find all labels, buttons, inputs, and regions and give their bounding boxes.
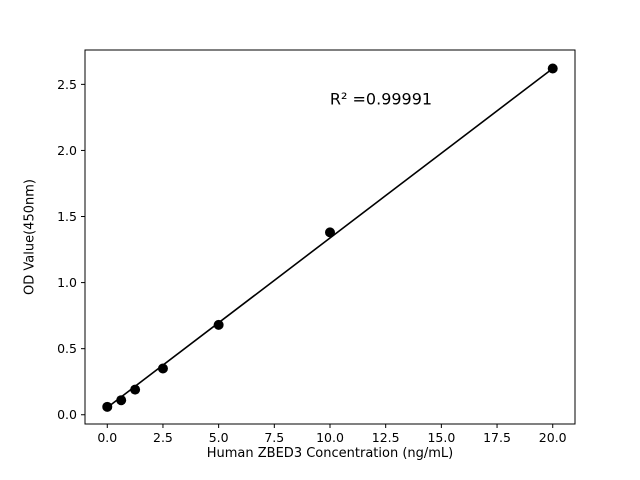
data-point xyxy=(116,395,127,406)
data-point xyxy=(130,384,141,395)
x-tick-label: 5.0 xyxy=(209,430,229,445)
data-point xyxy=(325,227,335,238)
y-tick-label: 1.5 xyxy=(57,209,77,224)
y-tick-label: 0.5 xyxy=(57,341,77,356)
x-tick-label: 12.5 xyxy=(372,430,400,445)
data-point xyxy=(213,319,224,330)
x-tick-label: 10.0 xyxy=(316,430,344,445)
fit-line xyxy=(106,67,554,409)
y-tick-label: 1.0 xyxy=(57,275,77,290)
x-tick-label: 15.0 xyxy=(427,430,455,445)
y-tick-label: 2.0 xyxy=(57,143,77,158)
data-point xyxy=(157,363,168,374)
y-axis-label: OD Value(450nm) xyxy=(22,179,38,295)
y-tick-label: 2.5 xyxy=(57,77,77,92)
x-axis-label: Human ZBED3 Concentration (ng/mL) xyxy=(206,446,454,461)
x-tick-label: 17.5 xyxy=(483,430,511,445)
r-squared-annotation: R² =0.99991 xyxy=(329,89,433,109)
x-tick-label: 7.5 xyxy=(264,430,284,445)
data-point xyxy=(102,401,113,412)
x-tick-label: 2.5 xyxy=(153,430,173,445)
data-point xyxy=(547,63,558,74)
y-tick-label: 0.0 xyxy=(57,407,77,422)
x-tick-label: 0.0 xyxy=(97,430,117,445)
x-tick-label: 20.0 xyxy=(539,430,567,445)
